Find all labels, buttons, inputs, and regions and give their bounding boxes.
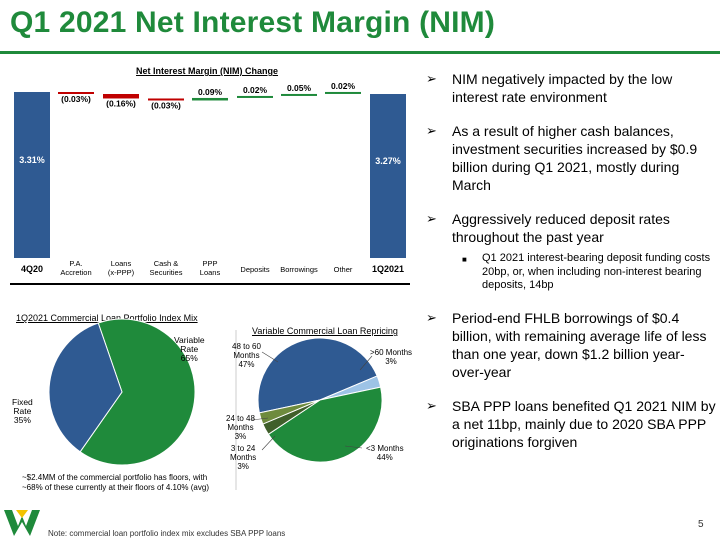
waterfall-bar bbox=[192, 97, 228, 101]
waterfall-tick-label: Deposits bbox=[240, 265, 269, 274]
title-divider bbox=[0, 51, 720, 54]
waterfall-bar bbox=[237, 95, 273, 98]
pie-slice-under-3 bbox=[267, 386, 383, 463]
pie-label-24-48: 24 to 48 Months 3% bbox=[226, 414, 255, 441]
pie-slice-fixed bbox=[48, 322, 123, 453]
arrow-bullet-icon: ➢ bbox=[426, 397, 437, 413]
bullet-text: As a result of higher cash balances, inv… bbox=[452, 123, 698, 193]
bullet-item: ➢ Aggressively reduced deposit rates thro… bbox=[424, 210, 716, 293]
waterfall-tick-label: Cash & Securities bbox=[150, 259, 183, 277]
commentary-bullets: ➢ NIM negatively impacted by the low inte… bbox=[424, 70, 716, 467]
waterfall-bar bbox=[103, 94, 139, 99]
bullet-item: ➢ SBA PPP loans benefited Q1 2021 NIM by … bbox=[424, 397, 716, 451]
footnote: Note: commercial loan portfolio index mi… bbox=[48, 529, 286, 538]
pie-slice-24-48 bbox=[258, 399, 321, 425]
company-logo-icon bbox=[4, 510, 40, 536]
bullet-item: ➢ As a result of higher cash balances, in… bbox=[424, 122, 716, 194]
waterfall-bar bbox=[325, 91, 361, 94]
pie-label-fixed: Fixed Rate 35% bbox=[12, 397, 33, 425]
bullet-text: SBA PPP loans benefited Q1 2021 NIM by a… bbox=[452, 397, 716, 450]
waterfall-tick-label: Loans (x-PPP) bbox=[108, 259, 135, 277]
square-bullet-icon: ■ bbox=[462, 255, 467, 264]
waterfall-data-label: 3.31% bbox=[19, 155, 45, 165]
arrow-bullet-icon: ➢ bbox=[426, 211, 437, 226]
waterfall-data-label: (0.16%) bbox=[106, 98, 136, 108]
waterfall-bar bbox=[148, 98, 184, 101]
bullet-text: NIM negatively impacted by the low inter… bbox=[452, 71, 673, 105]
repricing-pie-title: Variable Commercial Loan Repricing bbox=[252, 326, 398, 336]
leader-line-over-60 bbox=[359, 355, 373, 371]
pie-label-3-24: 3 to 24 Months 3% bbox=[230, 444, 257, 471]
pie-slice-variable bbox=[79, 318, 196, 466]
waterfall-bar bbox=[58, 92, 94, 94]
bullet-text: Period-end FHLB borrowings of $0.4 billi… bbox=[452, 309, 707, 380]
page-title: Q1 2021 Net Interest Margin (NIM) bbox=[10, 6, 496, 39]
waterfall-data-label: 0.05% bbox=[287, 83, 312, 93]
bullet-item: ➢ Period-end FHLB borrowings of $0.4 bill… bbox=[424, 309, 716, 381]
waterfall-tick-label: 1Q2021 bbox=[372, 264, 404, 274]
waterfall-tick-label: P.A. Accretion bbox=[60, 259, 91, 277]
waterfall-tick-label: Other bbox=[334, 265, 353, 274]
waterfall-data-label: (0.03%) bbox=[61, 94, 91, 104]
leader-line-under-3 bbox=[344, 445, 363, 449]
waterfall-tick-label: 4Q20 bbox=[21, 264, 43, 274]
waterfall-tick-label: Borrowings bbox=[280, 265, 318, 274]
sub-bullet-text: Q1 2021 interest-bearing deposit funding… bbox=[482, 252, 711, 291]
waterfall-data-label: 0.09% bbox=[198, 87, 223, 97]
pie-footnote: ~$2.4MM of the commercial portfolio has … bbox=[22, 473, 209, 492]
arrow-bullet-icon: ➢ bbox=[426, 71, 437, 86]
sub-bullet-item: ■ Q1 2021 interest-bearing deposit fundin… bbox=[452, 252, 716, 293]
arrow-bullet-icon: ➢ bbox=[426, 123, 437, 138]
waterfall-chart-title: Net Interest Margin (NIM) Change bbox=[136, 66, 279, 76]
waterfall-data-label: 0.02% bbox=[243, 85, 268, 95]
page-number: 5 bbox=[698, 519, 704, 530]
pie-slice-48-60 bbox=[257, 337, 378, 414]
waterfall-data-label: 0.02% bbox=[331, 81, 356, 91]
waterfall-bar bbox=[370, 94, 406, 258]
leader-line-48-60 bbox=[261, 351, 279, 363]
bullet-text: Aggressively reduced deposit rates throu… bbox=[452, 211, 670, 245]
waterfall-bar bbox=[14, 92, 50, 258]
arrow-bullet-icon: ➢ bbox=[426, 309, 437, 325]
pie-label-variable: Variable Rate 65% bbox=[174, 335, 205, 363]
waterfall-tick-label: PPP Loans bbox=[200, 259, 221, 277]
bullet-item: ➢ NIM negatively impacted by the low inte… bbox=[424, 70, 716, 106]
leader-line-24-48 bbox=[251, 417, 269, 421]
pie-label-over-60: >60 Months 3% bbox=[370, 348, 413, 366]
leader-line-3-24 bbox=[261, 435, 276, 451]
pie-label-under-3: <3 Months 44% bbox=[366, 444, 404, 462]
waterfall-data-label: (0.03%) bbox=[151, 100, 181, 110]
pie-label-48-60: 48 to 60 Months 47% bbox=[232, 342, 261, 369]
waterfall-bar bbox=[281, 93, 317, 96]
waterfall-data-label: 3.27% bbox=[375, 156, 401, 166]
index-mix-pie-title: 1Q2021 Commercial Loan Portfolio Index M… bbox=[16, 313, 198, 323]
